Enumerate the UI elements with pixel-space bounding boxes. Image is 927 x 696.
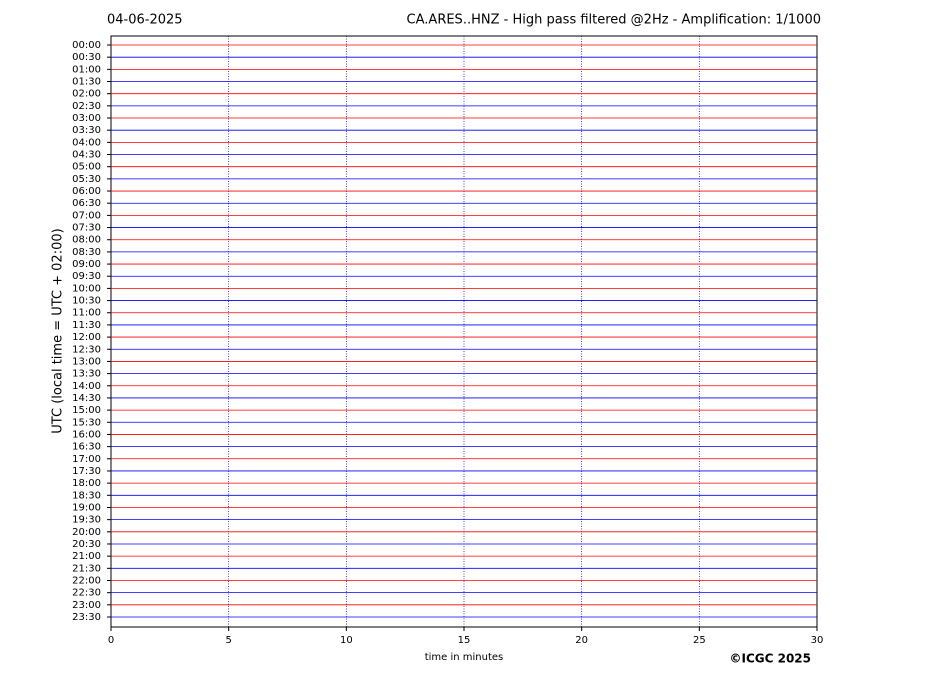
y-tick-label: 11:00 [72, 308, 101, 319]
y-tick-label: 07:00 [72, 210, 101, 221]
y-tick-label: 17:00 [72, 454, 101, 465]
y-tick-label: 01:00 [72, 64, 101, 75]
y-tick-label: 21:00 [72, 551, 101, 562]
y-tick-label: 23:00 [72, 600, 101, 611]
y-tick-label: 02:30 [72, 101, 101, 112]
x-tick-label: 25 [693, 635, 706, 646]
y-tick-label: 13:00 [72, 356, 101, 367]
y-tick-label: 19:30 [72, 515, 101, 526]
x-tick-label: 30 [811, 635, 824, 646]
y-tick-label: 00:00 [72, 40, 101, 51]
y-tick-label: 10:30 [72, 296, 101, 307]
y-tick-label: 19:00 [72, 502, 101, 513]
y-tick-label: 05:00 [72, 162, 101, 173]
y-tick-label: 04:30 [72, 150, 101, 161]
y-tick-label: 18:30 [72, 490, 101, 501]
y-tick-label: 15:30 [72, 417, 101, 428]
y-tick-label: 20:00 [72, 527, 101, 538]
x-tick-label: 5 [225, 635, 231, 646]
y-tick-label: 17:30 [72, 466, 101, 477]
y-tick-label: 09:30 [72, 271, 101, 282]
y-tick-label: 07:30 [72, 223, 101, 234]
y-tick-label: 16:00 [72, 429, 101, 440]
y-tick-label: 00:30 [72, 52, 101, 63]
chart-title: CA.ARES..HNZ - High pass filtered @2Hz -… [407, 13, 821, 28]
y-tick-label: 03:00 [72, 113, 101, 124]
x-tick-label: 15 [458, 635, 471, 646]
x-tick-label: 20 [575, 635, 588, 646]
y-tick-label: 01:30 [72, 77, 101, 88]
copyright: ©ICGC 2025 [729, 652, 811, 666]
y-tick-label: 16:30 [72, 442, 101, 453]
y-tick-label: 22:00 [72, 575, 101, 586]
x-tick-label: 10 [340, 635, 353, 646]
x-axis-label: time in minutes [425, 652, 504, 663]
y-tick-label: 21:30 [72, 563, 101, 574]
y-tick-label: 14:00 [72, 381, 101, 392]
y-tick-label: 18:00 [72, 478, 101, 489]
y-axis-label: UTC (local time = UTC + 02:00) [51, 228, 66, 433]
y-tick-label: 12:00 [72, 332, 101, 343]
y-tick-label: 13:30 [72, 369, 101, 380]
y-tick-label: 04:00 [72, 137, 101, 148]
y-tick-label: 22:30 [72, 588, 101, 599]
y-tick-label: 08:30 [72, 247, 101, 258]
y-tick-label: 08:00 [72, 235, 101, 246]
y-tick-label: 05:30 [72, 174, 101, 185]
y-tick-label: 15:00 [72, 405, 101, 416]
y-tick-label: 10:00 [72, 283, 101, 294]
x-tick-label: 0 [108, 635, 114, 646]
y-tick-label: 06:00 [72, 186, 101, 197]
y-tick-label: 09:00 [72, 259, 101, 270]
y-tick-label: 03:30 [72, 125, 101, 136]
y-tick-label: 14:30 [72, 393, 101, 404]
y-tick-label: 20:30 [72, 539, 101, 550]
y-tick-label: 06:30 [72, 198, 101, 209]
y-tick-label: 02:00 [72, 89, 101, 100]
y-tick-label: 23:30 [72, 612, 101, 623]
y-tick-label: 11:30 [72, 320, 101, 331]
y-tick-label: 12:30 [72, 344, 101, 355]
date: 04-06-2025 [107, 13, 183, 28]
